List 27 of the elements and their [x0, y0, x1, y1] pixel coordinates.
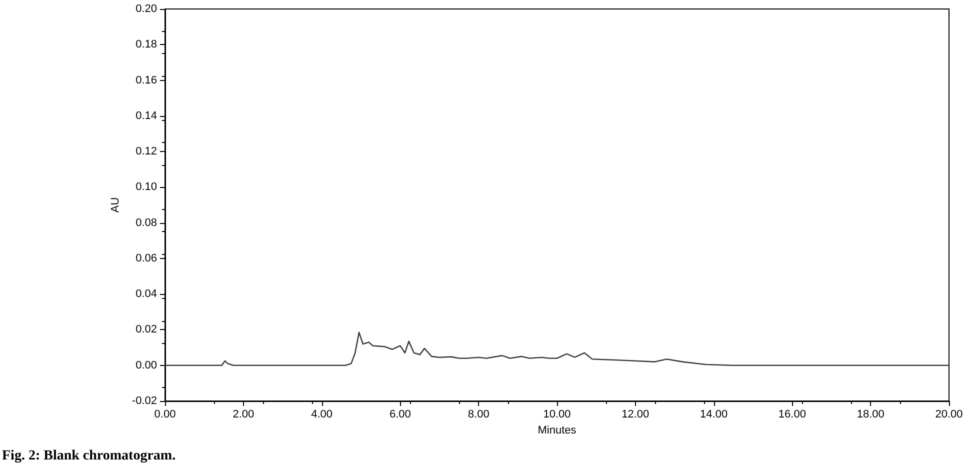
y-axis-title: AU	[110, 197, 122, 213]
x-tick-label: 14.00	[700, 408, 728, 420]
x-tick-label: 6.00	[389, 408, 411, 420]
y-tick-label: 0.02	[136, 324, 157, 336]
x-tick-label: 0.00	[154, 408, 176, 420]
y-tick-label: 0.06	[136, 252, 157, 264]
x-axis-title: Minutes	[538, 424, 577, 436]
y-tick-label: 0.12	[136, 146, 157, 158]
caption: Fig. 2: Blank chromatogram.	[2, 448, 176, 464]
y-tick-label: 0.20	[136, 3, 157, 15]
x-tick-label: 2.00	[232, 408, 254, 420]
x-tick-label: 4.00	[311, 408, 333, 420]
x-tick-label: 18.00	[856, 408, 884, 420]
y-tick-label: 0.16	[136, 74, 157, 86]
x-tick-label: 12.00	[622, 408, 650, 420]
x-tick-label: 10.00	[543, 408, 571, 420]
y-tick-label: -0.02	[132, 395, 157, 407]
y-tick-label: 0.04	[136, 288, 157, 300]
y-tick-label: 0.08	[136, 216, 157, 229]
x-tick-label: 16.00	[778, 408, 806, 420]
x-tick-label: 20.00	[935, 408, 963, 420]
y-tick-label: 0.10	[136, 181, 157, 194]
line-series	[164, 332, 950, 366]
y-tick-label: 0.14	[136, 110, 157, 122]
y-tick-label: 0.18	[136, 38, 157, 51]
y-tick-label: 0.00	[136, 359, 157, 372]
x-tick-label: 8.00	[468, 408, 490, 420]
